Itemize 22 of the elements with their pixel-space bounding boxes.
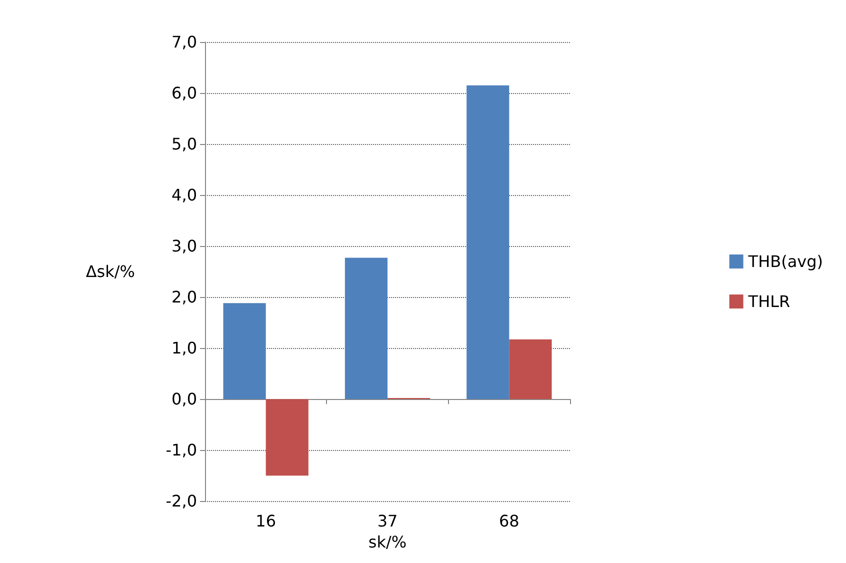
x-tick-label: 37 <box>377 512 398 531</box>
y-tick-label: -2,0 <box>166 492 197 511</box>
y-tick-label: 7,0 <box>172 32 197 52</box>
y-tick-label: 5,0 <box>172 134 197 154</box>
legend-label: THB(avg) <box>747 252 824 271</box>
y-tick-label: 0,0 <box>172 390 197 409</box>
y-tick-label: 1,0 <box>172 338 197 358</box>
y-tick-label: 6,0 <box>172 84 197 103</box>
x-tick-label: 68 <box>498 512 520 531</box>
bar <box>344 258 388 400</box>
y-tick-label: 2,0 <box>172 288 197 307</box>
legend-label: THLR <box>747 292 790 311</box>
x-tick-label: 16 <box>256 512 276 531</box>
y-tick-label: 4,0 <box>172 186 197 205</box>
y-tick-label: 3,0 <box>172 236 197 256</box>
bar <box>266 399 308 476</box>
bar <box>509 339 552 400</box>
x-axis-title: sk/% <box>368 532 407 552</box>
bar <box>223 303 266 400</box>
y-tick-label: -1,0 <box>166 440 197 460</box>
bar <box>466 85 510 400</box>
y-axis-title: Δsk/% <box>86 262 135 282</box>
